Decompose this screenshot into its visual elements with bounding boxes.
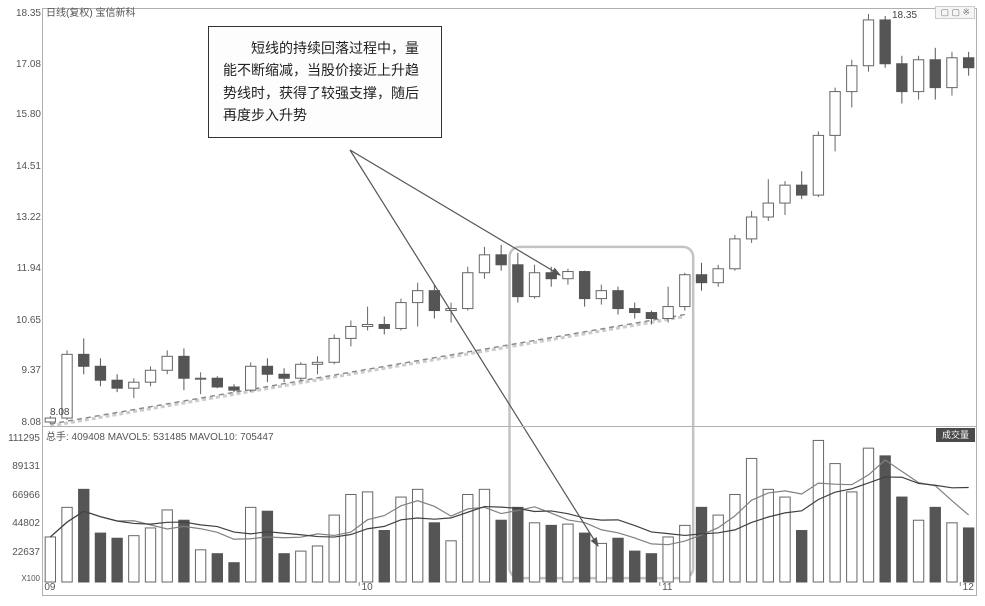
volume-title: 总手: 409408 MAVOL5: 531485 MAVOL10: 70544… bbox=[46, 428, 274, 443]
x-tick: 11 bbox=[662, 582, 672, 606]
annotation-callout: 短线的持续回落过程中，量能不断缩减，当股价接近上升趋势线时，获得了较强支撑，随后… bbox=[208, 26, 442, 138]
price-tick: 17.08 bbox=[3, 59, 41, 70]
toolbar-icons[interactable]: ▢ ▢ ※ bbox=[935, 6, 975, 19]
price-tick: 14.51 bbox=[3, 161, 41, 172]
x-tick: 12 bbox=[963, 582, 974, 606]
x-tick: 10 bbox=[362, 582, 373, 606]
x-tick: 09 bbox=[44, 582, 55, 606]
price-tick: 11.94 bbox=[3, 263, 41, 274]
vol-tick: 22637 bbox=[0, 547, 40, 558]
start-price-label: 8.08 bbox=[50, 407, 69, 418]
vol-tick: 44802 bbox=[0, 518, 40, 529]
end-price-label: 18.35 bbox=[892, 10, 917, 21]
price-tick: 10.65 bbox=[3, 315, 41, 326]
vol-tick: 89131 bbox=[0, 461, 40, 472]
vol-tick: 111295 bbox=[0, 433, 40, 444]
panel-separator bbox=[42, 426, 977, 427]
chart-title: 日线(复权) 宝信新科 bbox=[46, 4, 135, 19]
price-tick: 8.08 bbox=[3, 417, 41, 428]
volume-widget-label[interactable]: 成交量 bbox=[936, 428, 975, 442]
chart-svg bbox=[42, 8, 977, 596]
vol-origin-label: X100 bbox=[0, 574, 40, 583]
price-tick: 18.35 bbox=[3, 8, 41, 19]
vol-tick: 66966 bbox=[0, 490, 40, 501]
price-tick: 15.80 bbox=[3, 109, 41, 120]
price-tick: 13.22 bbox=[3, 212, 41, 223]
price-tick: 9.37 bbox=[3, 365, 41, 376]
